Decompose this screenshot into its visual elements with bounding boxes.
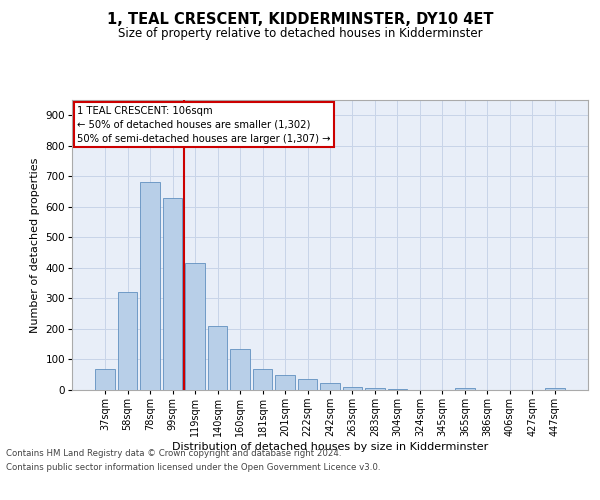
Bar [208,326,227,390]
Text: Contains HM Land Registry data © Crown copyright and database right 2024.: Contains HM Land Registry data © Crown c… [6,448,341,458]
Bar [545,388,565,390]
Bar [365,388,385,390]
Bar [95,368,115,390]
Text: Contains public sector information licensed under the Open Government Licence v3: Contains public sector information licen… [6,464,380,472]
Bar [140,182,160,390]
Text: 1, TEAL CRESCENT, KIDDERMINSTER, DY10 4ET: 1, TEAL CRESCENT, KIDDERMINSTER, DY10 4E… [107,12,493,28]
X-axis label: Distribution of detached houses by size in Kidderminster: Distribution of detached houses by size … [172,442,488,452]
Bar [253,368,272,390]
Bar [343,387,362,390]
Bar [298,380,317,390]
Y-axis label: Number of detached properties: Number of detached properties [30,158,40,332]
Bar [163,198,182,390]
Text: Size of property relative to detached houses in Kidderminster: Size of property relative to detached ho… [118,28,482,40]
Bar [455,388,475,390]
Bar [320,384,340,390]
Bar [118,292,137,390]
Bar [230,349,250,390]
Text: 1 TEAL CRESCENT: 106sqm
← 50% of detached houses are smaller (1,302)
50% of semi: 1 TEAL CRESCENT: 106sqm ← 50% of detache… [77,106,331,144]
Bar [275,376,295,390]
Bar [185,264,205,390]
